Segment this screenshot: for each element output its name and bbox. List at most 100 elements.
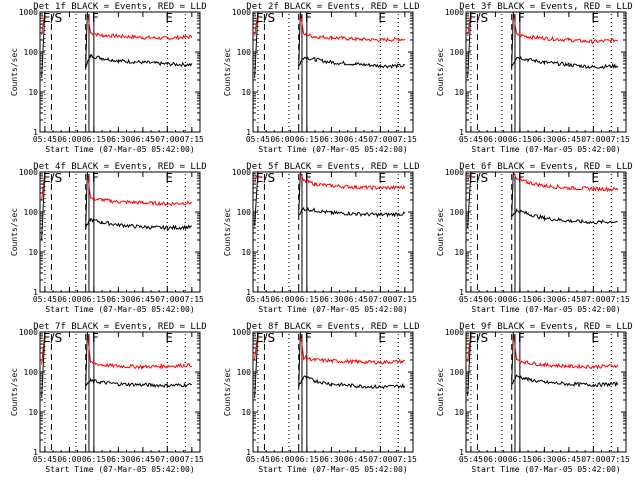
detector-chart-7: Det 7f BLACK = Events, RED = LLD 1 10 100 10… [10, 322, 207, 474]
x-tick-label: 06:45 [344, 295, 368, 304]
y-axis-label: Counts/sec [10, 208, 19, 256]
y-tick-label: 1000 [19, 328, 38, 337]
x-tick-label: 06:00 [270, 455, 294, 464]
x-tick-label: 06:45 [131, 135, 155, 144]
marker-label: E/S [469, 11, 488, 25]
x-tick-label: 07:00 [368, 455, 392, 464]
detector-chart-9: Det 9f BLACK = Events, RED = LLD 1 10 100 10… [436, 322, 633, 474]
x-tick-label: 06:00 [270, 295, 294, 304]
marker-label: E/S [256, 11, 275, 25]
events-series-line [41, 331, 192, 398]
x-tick-label: 06:30 [319, 295, 343, 304]
marker-label: E [591, 11, 599, 25]
y-tick-label: 1000 [445, 328, 464, 337]
marker-label: E/S [43, 11, 62, 25]
x-tick-label: 07:00 [155, 455, 179, 464]
x-tick-label: 06:15 [82, 135, 106, 144]
detector-chart-1: Det 1f BLACK = Events, RED = LLD 1 10 100 10… [10, 2, 207, 154]
x-tick-label: 06:30 [106, 135, 130, 144]
y-tick-label: 1 [33, 288, 38, 297]
x-tick-label: 07:15 [180, 135, 204, 144]
y-axis-label: Counts/sec [10, 48, 19, 96]
marker-label: E/S [256, 171, 275, 185]
y-tick-label: 1 [33, 448, 38, 457]
y-tick-label: 1000 [232, 328, 251, 337]
x-tick-label: 05:45 [246, 295, 270, 304]
y-tick-label: 10 [28, 408, 38, 417]
detector-chart-5: Det 5f BLACK = Events, RED = LLD 1 10 100 10… [223, 162, 420, 314]
y-tick-label: 1000 [445, 8, 464, 17]
x-tick-label: 06:00 [483, 455, 507, 464]
y-tick-label: 1000 [445, 168, 464, 177]
marker-label: F [518, 11, 525, 25]
x-tick-label: 06:45 [557, 455, 581, 464]
x-tick-label: 06:30 [106, 295, 130, 304]
y-tick-label: 1 [33, 128, 38, 137]
y-tick-label: 10 [241, 248, 251, 257]
x-tick-label: 07:00 [155, 135, 179, 144]
chart-title: Det 1f BLACK = Events, RED = LLD [33, 2, 206, 12]
x-axis-label: Start Time (07-Mar-05 05:42:00) [45, 305, 194, 314]
chart-title: Det 3f BLACK = Events, RED = LLD [459, 2, 632, 12]
x-tick-label: 06:45 [557, 295, 581, 304]
x-tick-label: 07:15 [180, 455, 204, 464]
y-tick-label: 1000 [19, 8, 38, 17]
x-tick-label: 06:45 [131, 295, 155, 304]
marker-label: E [378, 331, 386, 345]
x-tick-label: 07:00 [155, 295, 179, 304]
marker-label: E/S [469, 171, 488, 185]
y-axis-label: Counts/sec [436, 368, 445, 416]
x-tick-label: 05:45 [246, 455, 270, 464]
x-tick-label: 06:45 [131, 455, 155, 464]
y-tick-label: 1000 [232, 168, 251, 177]
events-series-line [254, 11, 406, 78]
chart-title: Det 5f BLACK = Events, RED = LLD [246, 162, 419, 172]
chart-title: Det 7f BLACK = Events, RED = LLD [33, 322, 206, 332]
x-tick-label: 06:30 [106, 455, 130, 464]
x-axis-label: Start Time (07-Mar-05 05:42:00) [258, 145, 407, 154]
plot-frame [465, 171, 627, 293]
x-axis-label: Start Time (07-Mar-05 05:42:00) [45, 465, 194, 474]
x-tick-label: 05:45 [459, 455, 483, 464]
x-tick-label: 07:15 [393, 135, 417, 144]
chart-title: Det 6f BLACK = Events, RED = LLD [459, 162, 632, 172]
marker-label: E [591, 331, 599, 345]
events-series-line [41, 11, 193, 78]
x-tick-label: 07:00 [581, 455, 605, 464]
x-axis-label: Start Time (07-Mar-05 05:42:00) [471, 465, 620, 474]
y-tick-label: 10 [454, 248, 464, 257]
marker-label: F [518, 331, 525, 345]
x-tick-label: 05:45 [33, 135, 57, 144]
y-tick-label: 1 [246, 448, 251, 457]
plot-frame [252, 11, 414, 133]
marker-label: E [165, 11, 173, 25]
events-series-line [254, 171, 406, 226]
y-tick-label: 10 [241, 88, 251, 97]
y-tick-label: 10 [454, 408, 464, 417]
y-tick-label: 1 [246, 128, 251, 137]
x-tick-label: 06:00 [57, 295, 81, 304]
marker-label: F [518, 171, 525, 185]
plot-frame [252, 171, 414, 293]
plot-frame [39, 11, 201, 133]
y-axis-label: Counts/sec [436, 208, 445, 256]
x-tick-label: 06:30 [532, 455, 556, 464]
x-tick-label: 07:15 [393, 455, 417, 464]
x-tick-label: 06:00 [483, 135, 507, 144]
y-axis-label: Counts/sec [223, 208, 232, 256]
x-tick-label: 07:15 [180, 295, 204, 304]
plot-frame [39, 171, 201, 293]
y-tick-label: 100 [450, 368, 465, 377]
x-tick-label: 06:15 [295, 135, 319, 144]
events-series-line [254, 331, 406, 398]
x-tick-label: 06:15 [508, 135, 532, 144]
x-tick-label: 06:30 [319, 455, 343, 464]
y-tick-label: 1000 [19, 168, 38, 177]
y-tick-label: 10 [454, 88, 464, 97]
marker-label: E [165, 171, 173, 185]
y-tick-label: 1000 [232, 8, 251, 17]
x-tick-label: 07:15 [393, 295, 417, 304]
x-axis-label: Start Time (07-Mar-05 05:42:00) [471, 305, 620, 314]
x-tick-label: 06:15 [82, 455, 106, 464]
marker-label: F [92, 331, 99, 345]
